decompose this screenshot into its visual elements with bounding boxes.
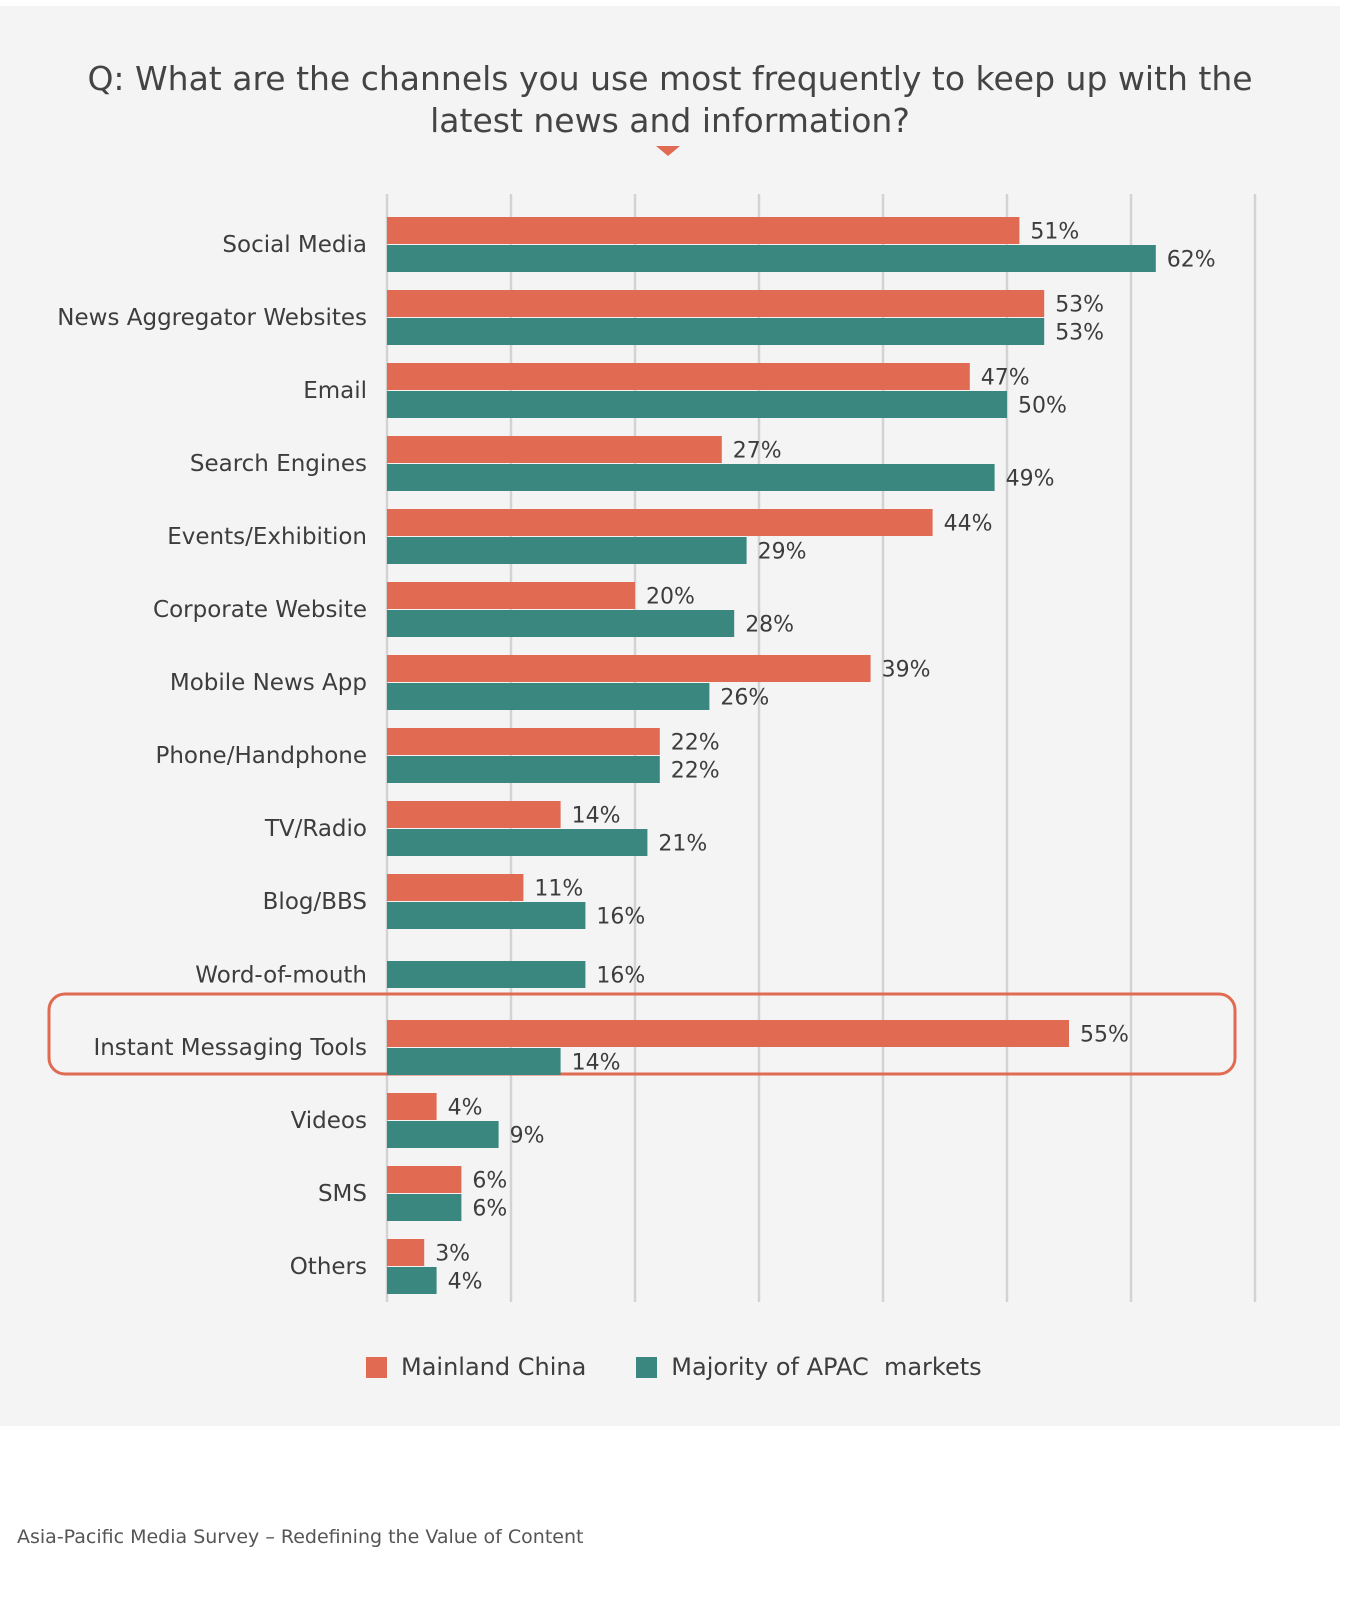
title-pointer-icon bbox=[656, 146, 680, 156]
category-label-news-aggregator-websites: News Aggregator Websites bbox=[57, 305, 367, 331]
value-label-majority-of-apac-markets-blog-bbs: 16% bbox=[596, 905, 645, 930]
footer-caption: Asia-Pacific Media Survey – Redefining t… bbox=[17, 1526, 584, 1548]
category-label-events-exhibition: Events/Exhibition bbox=[167, 524, 367, 550]
value-label-mainland-china-news-aggregator-websites: 53% bbox=[1055, 293, 1104, 318]
bar-majority-of-apac-markets-phone-handphone bbox=[387, 756, 660, 783]
legend-item-mainland-china: Mainland China bbox=[366, 1353, 586, 1381]
value-label-majority-of-apac-markets-news-aggregator-websites: 53% bbox=[1055, 321, 1104, 346]
bar-mainland-china-instant-messaging-tools bbox=[387, 1020, 1069, 1047]
bar-majority-of-apac-markets-others bbox=[387, 1267, 437, 1294]
value-label-majority-of-apac-markets-word-of-mouth: 16% bbox=[596, 964, 645, 989]
bar-mainland-china-email bbox=[387, 363, 970, 390]
value-label-mainland-china-corporate-website: 20% bbox=[646, 585, 695, 610]
value-label-mainland-china-videos: 4% bbox=[448, 1096, 483, 1121]
bar-chart: Social Media 51% 62% News Aggregator Websit… bbox=[47, 194, 1257, 1302]
value-label-mainland-china-blog-bbs: 11% bbox=[534, 877, 583, 902]
value-label-majority-of-apac-markets-others: 4% bbox=[448, 1270, 483, 1295]
bar-majority-of-apac-markets-sms bbox=[387, 1194, 462, 1221]
legend-item-apac: Majority of APAC markets bbox=[636, 1353, 982, 1381]
bar-mainland-china-tv-radio bbox=[387, 801, 561, 828]
value-label-mainland-china-sms: 6% bbox=[472, 1169, 507, 1194]
bar-majority-of-apac-markets-events-exhibition bbox=[387, 537, 747, 564]
bar-majority-of-apac-markets-mobile-news-app bbox=[387, 683, 710, 710]
bar-majority-of-apac-markets-search-engines bbox=[387, 464, 995, 491]
category-label-tv-radio: TV/Radio bbox=[264, 816, 367, 842]
value-label-majority-of-apac-markets-corporate-website: 28% bbox=[745, 613, 794, 638]
bar-mainland-china-others bbox=[387, 1239, 425, 1266]
bar-majority-of-apac-markets-videos bbox=[387, 1121, 499, 1148]
bar-majority-of-apac-markets-corporate-website bbox=[387, 610, 735, 637]
value-label-mainland-china-social-media: 51% bbox=[1030, 220, 1079, 245]
value-label-majority-of-apac-markets-search-engines: 49% bbox=[1006, 467, 1055, 492]
chart-title: Q: What are the channels you use most fr… bbox=[87, 59, 1253, 140]
bar-majority-of-apac-markets-blog-bbs bbox=[387, 902, 586, 929]
value-label-mainland-china-search-engines: 27% bbox=[733, 439, 782, 464]
value-label-majority-of-apac-markets-tv-radio: 21% bbox=[658, 832, 707, 857]
value-label-majority-of-apac-markets-sms: 6% bbox=[472, 1197, 507, 1222]
category-label-social-media: Social Media bbox=[222, 232, 367, 258]
value-label-mainland-china-email: 47% bbox=[981, 366, 1030, 391]
bar-mainland-china-events-exhibition bbox=[387, 509, 933, 536]
bar-mainland-china-sms bbox=[387, 1166, 462, 1193]
bar-mainland-china-news-aggregator-websites bbox=[387, 290, 1045, 317]
value-label-majority-of-apac-markets-email: 50% bbox=[1018, 394, 1067, 419]
bar-majority-of-apac-markets-instant-messaging-tools bbox=[387, 1048, 561, 1075]
category-label-videos: Videos bbox=[291, 1108, 367, 1134]
value-label-majority-of-apac-markets-events-exhibition: 29% bbox=[758, 540, 807, 565]
category-label-search-engines: Search Engines bbox=[190, 451, 367, 477]
bar-majority-of-apac-markets-social-media bbox=[387, 245, 1156, 272]
bars bbox=[47, 217, 1237, 1294]
value-label-mainland-china-events-exhibition: 44% bbox=[944, 512, 993, 537]
category-label-word-of-mouth: Word-of-mouth bbox=[195, 963, 367, 989]
legend-swatch-apac bbox=[636, 1356, 658, 1378]
bar-majority-of-apac-markets-news-aggregator-websites bbox=[387, 318, 1045, 345]
legend-label-mainland-china: Mainland China bbox=[401, 1353, 587, 1381]
category-label-others: Others bbox=[290, 1254, 367, 1280]
legend-swatch-mainland-china bbox=[366, 1356, 387, 1378]
value-label-mainland-china-tv-radio: 14% bbox=[572, 804, 621, 829]
bar-majority-of-apac-markets-word-of-mouth bbox=[387, 961, 586, 988]
value-label-mainland-china-mobile-news-app: 39% bbox=[882, 658, 931, 683]
bar-mainland-china-phone-handphone bbox=[387, 728, 660, 755]
value-label-majority-of-apac-markets-instant-messaging-tools: 14% bbox=[572, 1051, 621, 1076]
bar-majority-of-apac-markets-email bbox=[387, 391, 1007, 418]
bar-mainland-china-corporate-website bbox=[387, 582, 635, 609]
value-label-majority-of-apac-markets-phone-handphone: 22% bbox=[671, 759, 720, 784]
bar-mainland-china-search-engines bbox=[387, 436, 722, 463]
value-label-majority-of-apac-markets-social-media: 62% bbox=[1167, 248, 1216, 273]
value-label-mainland-china-others: 3% bbox=[435, 1242, 470, 1267]
legend: Mainland China Majority of APAC markets bbox=[366, 1352, 1032, 1382]
bar-mainland-china-blog-bbs bbox=[387, 874, 524, 901]
bar-mainland-china-social-media bbox=[387, 217, 1020, 244]
bar-mainland-china-videos bbox=[387, 1093, 437, 1120]
highlight-box bbox=[47, 992, 1237, 1076]
legend-label-apac: Majority of APAC markets bbox=[671, 1353, 982, 1381]
category-label-mobile-news-app: Mobile News App bbox=[170, 670, 367, 696]
value-label-mainland-china-instant-messaging-tools: 55% bbox=[1080, 1023, 1129, 1048]
labels: Social Media 51% 62% News Aggregator Websit… bbox=[57, 220, 1215, 1295]
category-label-instant-messaging-tools: Instant Messaging Tools bbox=[93, 1035, 367, 1061]
value-label-majority-of-apac-markets-videos: 9% bbox=[510, 1124, 545, 1149]
category-label-sms: SMS bbox=[318, 1181, 367, 1207]
category-label-email: Email bbox=[303, 378, 367, 404]
bar-majority-of-apac-markets-tv-radio bbox=[387, 829, 648, 856]
value-label-mainland-china-phone-handphone: 22% bbox=[671, 731, 720, 756]
bar-mainland-china-mobile-news-app bbox=[387, 655, 871, 682]
category-label-corporate-website: Corporate Website bbox=[153, 597, 367, 623]
value-label-majority-of-apac-markets-mobile-news-app: 26% bbox=[720, 686, 769, 711]
category-label-blog-bbs: Blog/BBS bbox=[263, 889, 367, 915]
category-label-phone-handphone: Phone/Handphone bbox=[155, 743, 367, 769]
